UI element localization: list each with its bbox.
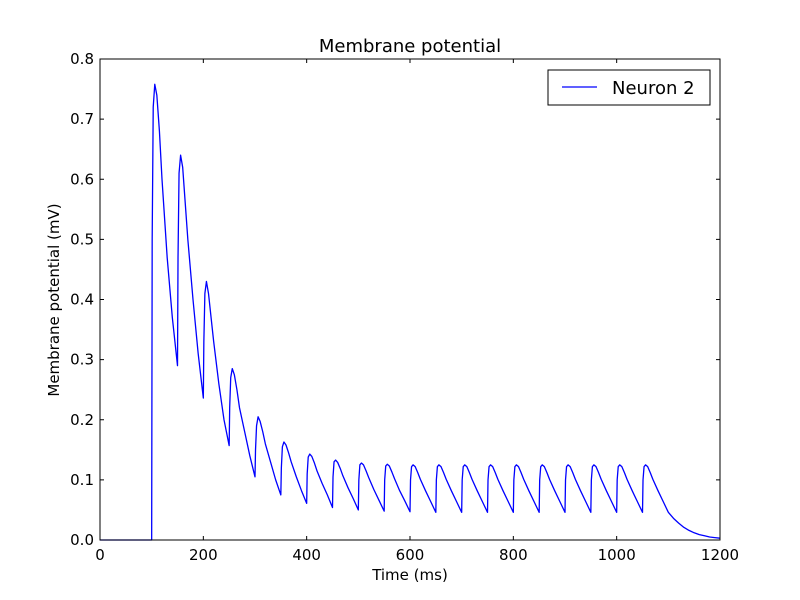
y-tick-label: 0.3	[70, 351, 94, 369]
legend-label-neuron-2: Neuron 2	[612, 78, 695, 99]
chart-title: Membrane potential	[319, 36, 501, 57]
plot-layer	[100, 83, 721, 541]
y-tick-label: 0.1	[70, 471, 94, 489]
y-tick-label: 0.7	[70, 110, 94, 128]
y-axis: 0.0 0.1 0.2 0.3 0.4 0.5 0.6 0.7 0.8	[70, 50, 720, 549]
x-tick-label: 600	[396, 546, 425, 564]
y-tick-label: 0.8	[70, 50, 94, 68]
y-tick-label: 0.6	[70, 170, 94, 188]
legend: Neuron 2	[547, 69, 711, 106]
legend-box	[547, 69, 711, 106]
y-tick-label: 0.5	[70, 230, 94, 248]
x-tick-label: 0	[95, 546, 105, 564]
y-axis-title: Membrane potential (mV)	[45, 203, 63, 396]
y-tick-label: 0.4	[70, 291, 94, 309]
x-tick-label: 1000	[598, 546, 636, 564]
x-axis: 0 200 400 600 800 1000 1200	[95, 59, 739, 564]
y-tick-label: 0.0	[70, 531, 94, 549]
x-tick-label: 200	[189, 546, 218, 564]
x-tick-label: 1200	[701, 546, 739, 564]
series-line-neuron-2	[100, 83, 721, 541]
x-tick-label: 400	[292, 546, 321, 564]
x-tick-label: 800	[499, 546, 528, 564]
y-tick-label: 0.2	[70, 411, 94, 429]
x-axis-title: Time (ms)	[371, 566, 448, 584]
